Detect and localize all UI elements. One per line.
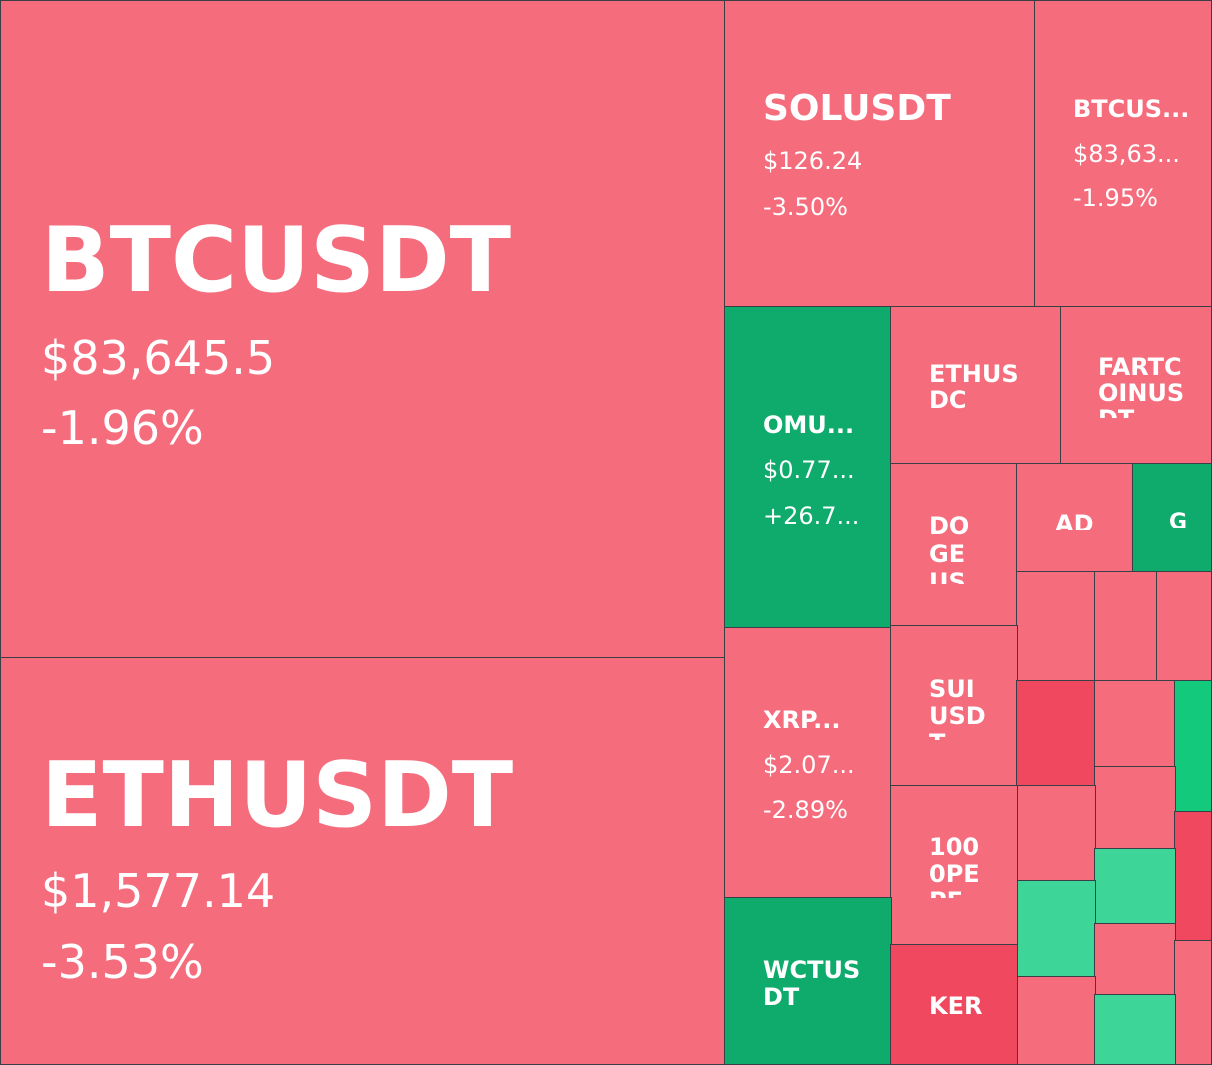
heatmap-tile-small[interactable] (1174, 680, 1212, 813)
heatmap-tile-small[interactable] (1094, 571, 1158, 682)
tile-price: $0.77... (763, 456, 855, 484)
heatmap-tile-g[interactable]: G (1132, 463, 1212, 573)
tile-price: $83,63... (1073, 140, 1180, 168)
tile-symbol: 1000PEPEUSDT (929, 834, 980, 898)
tile-change: -3.53% (41, 935, 204, 989)
heatmap-tile-ethusdc[interactable]: ETHUSDC (890, 306, 1062, 465)
tile-price: $1,577.14 (41, 864, 276, 918)
heatmap-tile-btcusdc[interactable]: BTCUS... $83,63... -1.95% (1034, 0, 1212, 308)
tile-symbol: FARTCOINUSDT (1098, 354, 1185, 418)
tile-change: -2.89% (763, 796, 848, 824)
heatmap-tile-small[interactable] (1094, 680, 1176, 768)
heatmap-tile-small[interactable] (1016, 976, 1096, 1065)
heatmap-tile-small[interactable] (1094, 848, 1176, 925)
tile-symbol: SUIUSDT (929, 676, 986, 740)
heatmap-tile-ker[interactable]: KER (890, 944, 1018, 1065)
heatmap-tile-small[interactable] (1016, 571, 1096, 682)
heatmap-tile-xrpusdt[interactable]: XRP... $2.07... -2.89% (724, 627, 892, 899)
tile-change: -3.50% (763, 193, 848, 221)
tile-symbol: SOLUSDT (763, 88, 951, 129)
heatmap-tile-1000pepeusdt[interactable]: 1000PEPEUSDT (890, 785, 1018, 946)
tile-change: -1.95% (1073, 184, 1158, 212)
heatmap-tile-wctusdt[interactable]: WCTUSDT (724, 897, 892, 1065)
tile-price: $2.07... (763, 751, 855, 779)
tile-symbol: WCTUSDT (763, 957, 861, 1011)
heatmap-tile-solusdt[interactable]: SOLUSDT $126.24 -3.50% (724, 0, 1036, 308)
tile-symbol: ETHUSDT (41, 743, 514, 848)
heatmap-tile-small[interactable] (1016, 680, 1096, 787)
tile-symbol: BTCUS... (1073, 95, 1190, 123)
tile-change: +26.7... (763, 502, 860, 530)
tile-symbol: BTCUSDT (41, 208, 512, 313)
tile-symbol: KER (929, 992, 983, 1020)
heatmap-tile-ad[interactable]: AD (1016, 463, 1134, 573)
heatmap-tile-small[interactable] (1016, 880, 1096, 978)
heatmap-tile-omusdt[interactable]: OMU... $0.77... +26.7... (724, 306, 892, 629)
heatmap-tile-small[interactable] (1016, 785, 1096, 882)
heatmap-tile-ethusdt[interactable]: ETHUSDT $1,577.14 -3.53% (0, 657, 726, 1065)
heatmap-tile-btcusdt[interactable]: BTCUSDT $83,645.5 -1.96% (0, 0, 726, 659)
tile-change: -1.96% (41, 401, 204, 455)
tile-price: $83,645.5 (41, 331, 276, 385)
heatmap-tile-small[interactable] (1174, 940, 1212, 1065)
heatmap-tile-small[interactable] (1094, 923, 1176, 996)
heatmap-tile-small[interactable] (1174, 811, 1212, 942)
heatmap-tile-suiusdt[interactable]: SUIUSDT (890, 625, 1018, 787)
tile-symbol: XRP... (763, 706, 841, 734)
heatmap-tile-small[interactable] (1094, 994, 1176, 1065)
heatmap-tile-small[interactable] (1156, 571, 1212, 682)
tile-symbol: ETHUSDC (929, 361, 1019, 413)
tile-symbol: DOGEUSDT (929, 512, 970, 584)
tile-symbol: OMU... (763, 411, 855, 439)
tile-price: $126.24 (763, 147, 863, 175)
heatmap-tile-dogeusdt[interactable]: DOGEUSDT (890, 463, 1018, 627)
heatmap-tile-small[interactable] (1094, 766, 1176, 850)
tile-symbol: AD (1055, 512, 1094, 530)
heatmap-tile-fartcoinusdt[interactable]: FARTCOINUSDT (1060, 306, 1212, 465)
tile-symbol: G (1169, 512, 1188, 528)
